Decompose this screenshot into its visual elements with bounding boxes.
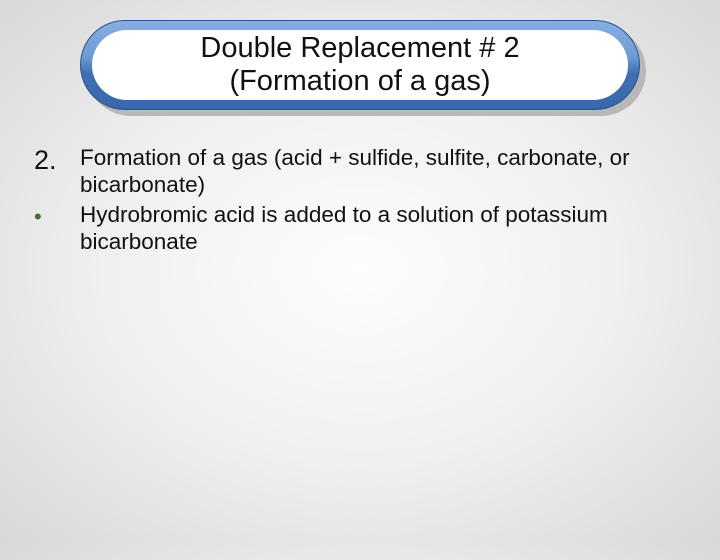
content-area: 2. Formation of a gas (acid + sulfide, s…: [34, 144, 686, 256]
slide-title: Double Replacement # 2 (Formation of a g…: [200, 32, 519, 99]
bullet-icon: •: [34, 202, 42, 228]
list-item: • Hydrobromic acid is added to a solutio…: [34, 201, 686, 256]
list-marker-col: 2.: [34, 144, 80, 176]
title-line-1: Double Replacement # 2: [200, 32, 519, 64]
list-marker-col: •: [34, 201, 80, 229]
list-marker-number: 2.: [34, 145, 57, 175]
title-line-2: (Formation of a gas): [229, 65, 490, 97]
list-item-text: Formation of a gas (acid + sulfide, sulf…: [80, 144, 686, 199]
list-item-text: Hydrobromic acid is added to a solution …: [80, 201, 686, 256]
title-inner: Double Replacement # 2 (Formation of a g…: [92, 30, 628, 100]
title-container: Double Replacement # 2 (Formation of a g…: [80, 20, 640, 120]
list-item: 2. Formation of a gas (acid + sulfide, s…: [34, 144, 686, 199]
